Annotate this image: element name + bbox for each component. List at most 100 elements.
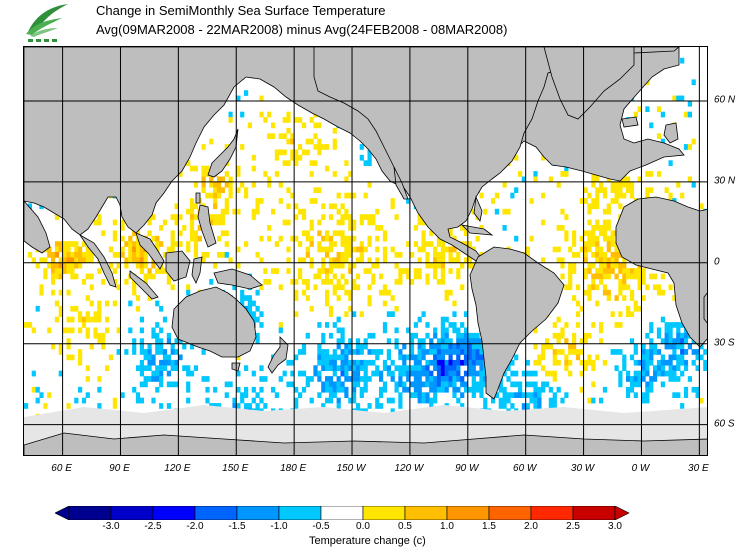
sst-cell <box>664 322 669 328</box>
sst-cell <box>135 241 141 247</box>
map-canvas <box>24 47 708 455</box>
sst-cell <box>85 332 90 339</box>
sst-cell <box>548 370 553 377</box>
sst-cell <box>336 279 341 285</box>
sst-cell <box>58 311 63 317</box>
sst-cell <box>301 208 307 215</box>
sst-cell <box>494 392 499 398</box>
sst-cell <box>336 257 341 264</box>
sst-cell <box>174 359 179 366</box>
sst-cell <box>564 165 569 172</box>
sst-cell <box>139 381 144 388</box>
sst-cell <box>321 246 326 253</box>
sst-cell <box>533 386 538 393</box>
sst-cell <box>525 252 530 258</box>
sst-cell <box>656 332 662 339</box>
sst-cell <box>321 381 326 388</box>
sst-cell <box>618 322 623 328</box>
sst-cell <box>587 262 592 269</box>
sst-cell <box>217 403 222 409</box>
sst-cell <box>193 181 198 188</box>
sst-cell <box>649 273 654 280</box>
sst-cell <box>645 349 650 355</box>
sst-cell <box>112 300 117 307</box>
sst-cell <box>340 381 345 388</box>
sst-cell <box>637 284 642 291</box>
sst-cell <box>676 365 681 371</box>
sst-cell <box>66 354 71 361</box>
sst-cell <box>448 349 453 355</box>
sst-cell <box>244 403 249 409</box>
sst-cell <box>336 386 341 393</box>
sst-cell <box>545 343 550 350</box>
sst-cell <box>66 316 71 323</box>
sst-cell <box>560 332 565 339</box>
sst-cell <box>278 181 283 188</box>
sst-cell <box>587 241 592 247</box>
sst-cell <box>217 181 222 188</box>
sst-cell <box>398 397 403 404</box>
sst-cell <box>170 359 175 366</box>
sst-cell <box>78 359 83 366</box>
sst-cell <box>116 252 121 258</box>
sst-cell <box>463 381 469 388</box>
sst-cell <box>471 365 476 371</box>
sst-cell <box>39 257 44 264</box>
sst-cell <box>444 289 449 296</box>
sst-cell <box>568 279 573 285</box>
sst-cell <box>363 343 368 350</box>
sst-cell <box>328 262 334 269</box>
sst-cell <box>460 343 465 350</box>
sst-cell <box>66 338 71 344</box>
sst-cell <box>633 305 638 312</box>
sst-cell <box>321 332 326 339</box>
sst-cell <box>155 241 160 247</box>
sst-cell <box>85 252 90 258</box>
sst-cell <box>236 95 241 102</box>
sst-cell <box>645 392 650 398</box>
sst-cell <box>707 225 708 231</box>
sst-cell <box>510 403 515 409</box>
sst-cell <box>676 332 681 339</box>
india-peninsula <box>79 234 117 288</box>
sst-cell <box>429 343 434 350</box>
sst-cell <box>664 370 669 377</box>
sst-cell <box>510 381 515 388</box>
sst-cell <box>471 386 476 393</box>
sst-cell <box>336 262 341 269</box>
sst-cell <box>460 225 465 231</box>
sst-cell <box>31 327 36 334</box>
sst-cell <box>375 225 380 231</box>
sst-cell <box>135 365 141 371</box>
sst-cell <box>440 252 445 258</box>
sst-cell <box>660 138 665 145</box>
sst-cell <box>382 230 388 237</box>
sst-cell <box>633 392 638 398</box>
sst-cell <box>618 268 623 274</box>
longitude-label: 120 W <box>394 463 424 474</box>
sst-cell <box>93 327 98 334</box>
sst-cell <box>521 403 526 409</box>
sst-cell <box>444 338 449 344</box>
sst-cell <box>112 268 117 274</box>
sst-cell <box>591 262 596 269</box>
sst-cell <box>637 359 642 366</box>
sst-cell <box>622 257 627 264</box>
sst-cell <box>244 295 249 301</box>
sst-cell <box>70 257 75 264</box>
sst-cell <box>97 316 102 323</box>
sst-cell <box>533 381 538 388</box>
sst-cell <box>236 246 241 253</box>
sst-cell <box>321 257 326 264</box>
sst-cell <box>97 403 102 409</box>
sst-cell <box>425 262 430 269</box>
sst-cell <box>394 338 399 344</box>
sst-cell <box>610 181 615 188</box>
sst-cell <box>375 208 380 215</box>
sst-cell <box>85 311 90 317</box>
sst-cell <box>305 295 310 301</box>
sst-cell <box>294 214 299 220</box>
sst-cell <box>120 392 125 398</box>
sst-cell <box>537 354 542 361</box>
sst-cell <box>406 386 411 393</box>
